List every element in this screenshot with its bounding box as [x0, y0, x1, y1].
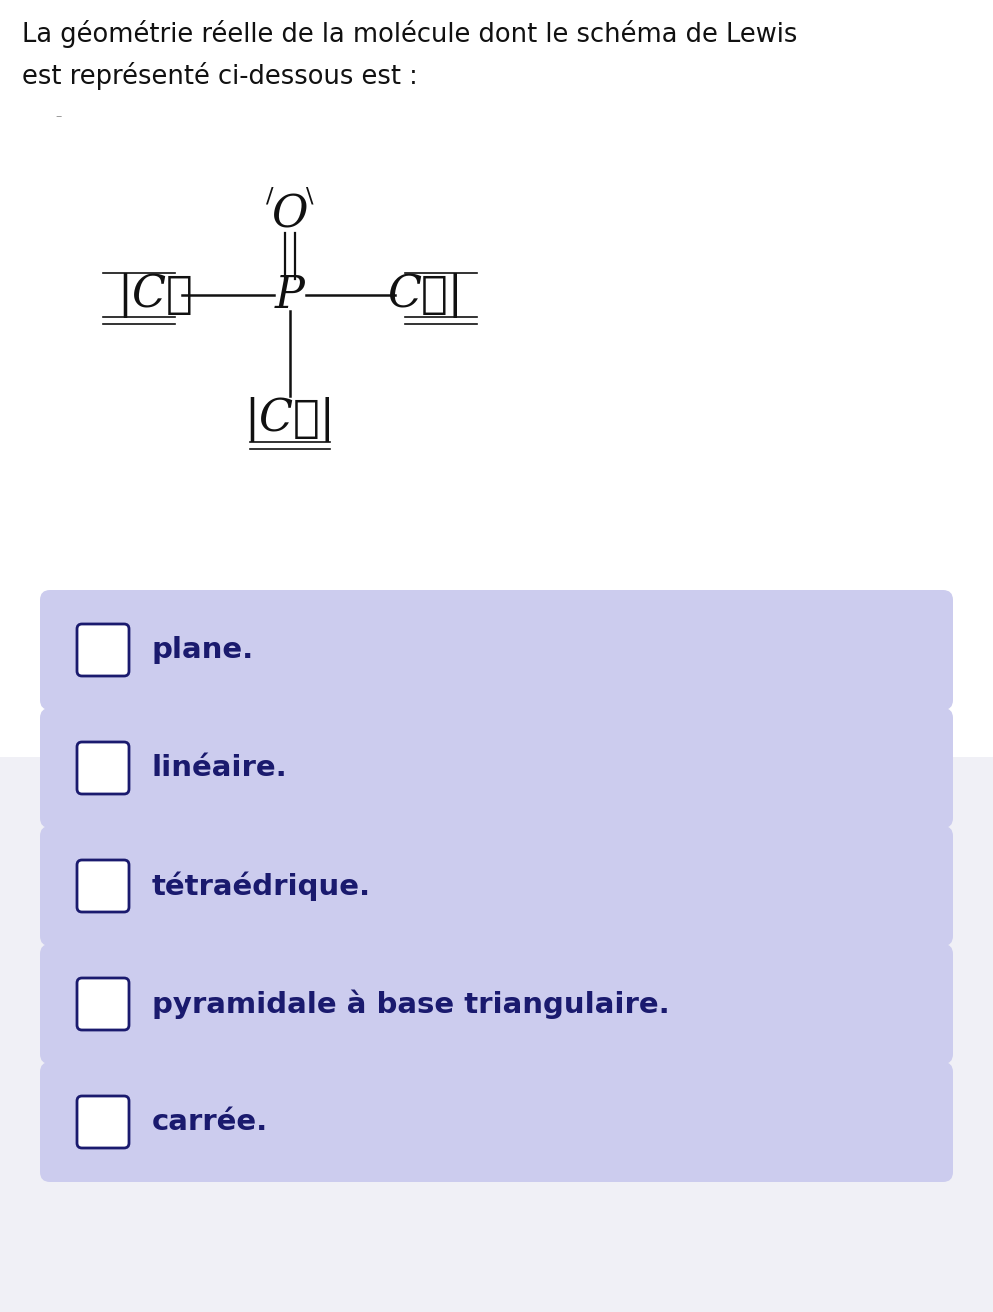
FancyBboxPatch shape [40, 590, 953, 710]
FancyBboxPatch shape [77, 1096, 129, 1148]
FancyBboxPatch shape [40, 1061, 953, 1182]
Text: La géométrie réelle de la molécule dont le schéma de Lewis: La géométrie réelle de la molécule dont … [22, 20, 797, 49]
Text: /: / [266, 188, 274, 207]
Text: P: P [275, 273, 305, 316]
Text: –: – [55, 110, 62, 123]
FancyBboxPatch shape [77, 859, 129, 912]
FancyBboxPatch shape [40, 827, 953, 946]
FancyBboxPatch shape [77, 743, 129, 794]
FancyBboxPatch shape [40, 708, 953, 828]
Text: |Cℓ|: |Cℓ| [244, 398, 336, 442]
Text: carrée.: carrée. [152, 1109, 268, 1136]
Text: plane.: plane. [152, 636, 254, 664]
Bar [0, 757, 993, 1312]
Text: pyramidale à base triangulaire.: pyramidale à base triangulaire. [152, 989, 669, 1018]
Text: O: O [272, 193, 308, 236]
Text: tétraédrique.: tétraédrique. [152, 871, 371, 901]
Text: linéaire.: linéaire. [152, 754, 288, 782]
Text: |Cℓ: |Cℓ [117, 273, 193, 318]
Text: est représenté ci-dessous est :: est représenté ci-dessous est : [22, 62, 418, 91]
FancyBboxPatch shape [40, 945, 953, 1064]
FancyBboxPatch shape [77, 625, 129, 676]
FancyBboxPatch shape [77, 977, 129, 1030]
Text: \: \ [306, 188, 314, 207]
Bar [0, 0, 993, 757]
Text: Cℓ|: Cℓ| [387, 273, 463, 318]
